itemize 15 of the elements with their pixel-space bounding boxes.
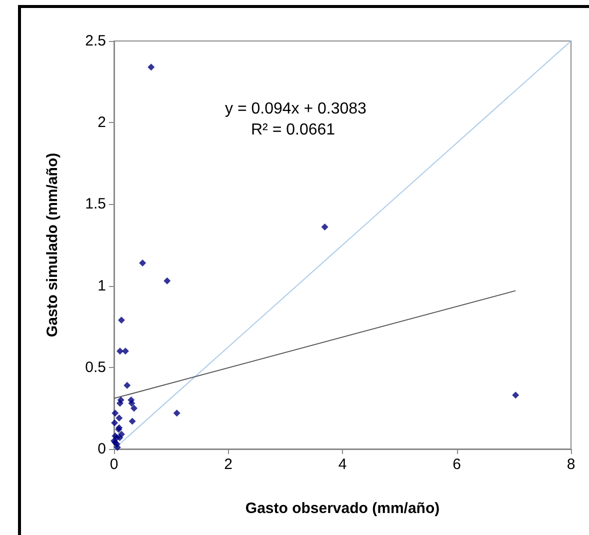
x-axis-title: Gasto observado (mm/año) [245,500,440,517]
x-tick-label: 8 [566,456,576,473]
y-tick-label: 2.5 [85,32,106,50]
annotation: R² = 0.0661 [251,122,336,138]
x-tick-label: 4 [338,456,347,473]
y-axis-title: Gasto simulado (mm/año) [44,152,61,338]
annotation: y = 0.094x + 0.3083 [225,100,367,118]
y-tick-label: 2 [98,114,106,132]
x-tick-label: 6 [452,456,461,473]
y-tick-label: 0 [98,440,106,458]
x-tick-label: 2 [224,456,232,473]
y-tick-label: 1.5 [85,196,106,213]
y-tick-label: 0.5 [85,358,106,376]
y-tick-label: 1 [98,277,106,294]
x-tick-label: 0 [110,456,118,473]
